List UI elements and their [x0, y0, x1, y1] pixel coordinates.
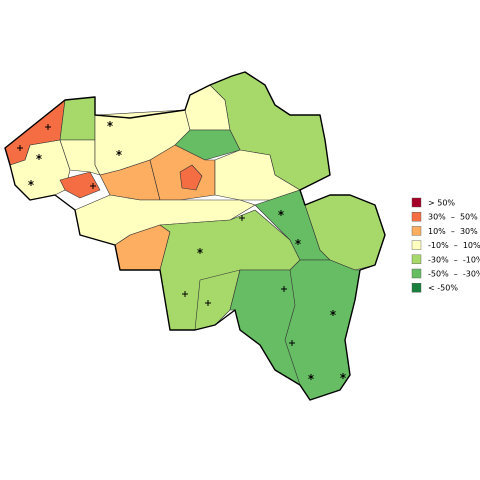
- plus-marker: [281, 286, 287, 292]
- legend-label: 10% – 30%: [428, 227, 478, 236]
- plus-marker: [90, 183, 96, 189]
- asterisk-marker: [36, 154, 42, 160]
- asterisk-marker: [28, 180, 34, 186]
- legend-swatch: [411, 226, 422, 236]
- asterisk-marker: [197, 248, 203, 254]
- plus-marker: [182, 291, 188, 297]
- asterisk-marker: [308, 374, 314, 380]
- asterisk-marker: [330, 310, 336, 316]
- asterisk-marker: [116, 150, 122, 156]
- asterisk-marker: [107, 121, 113, 127]
- legend-label: 30% – 50%: [428, 213, 478, 222]
- legend-swatch: [411, 240, 422, 250]
- plus-marker: [45, 124, 51, 130]
- plus-marker: [17, 145, 23, 151]
- asterisk-marker: [340, 373, 346, 379]
- legend-label: -50% – -30%: [428, 270, 480, 279]
- legend-label: > 50%: [428, 199, 455, 208]
- plus-marker: [205, 300, 211, 306]
- legend-swatch: [411, 254, 422, 265]
- legend-swatch: [411, 197, 422, 208]
- regions: [4, 71, 386, 401]
- markers: [17, 121, 346, 380]
- plus-marker: [239, 215, 245, 221]
- legend-label: < -50%: [428, 284, 458, 293]
- asterisk-marker: [278, 210, 284, 216]
- legend: > 50% 30% – 50% 10% – 30% -10% – 10% -30% – …: [411, 197, 480, 293]
- asterisk-marker: [295, 239, 301, 245]
- legend-swatch: [411, 283, 422, 293]
- legend-label: -10% – 10%: [428, 241, 480, 250]
- legend-label: -30% – -10%: [428, 255, 480, 264]
- plus-marker: [289, 340, 295, 346]
- legend-swatch: [411, 211, 422, 222]
- legend-swatch: [411, 268, 422, 279]
